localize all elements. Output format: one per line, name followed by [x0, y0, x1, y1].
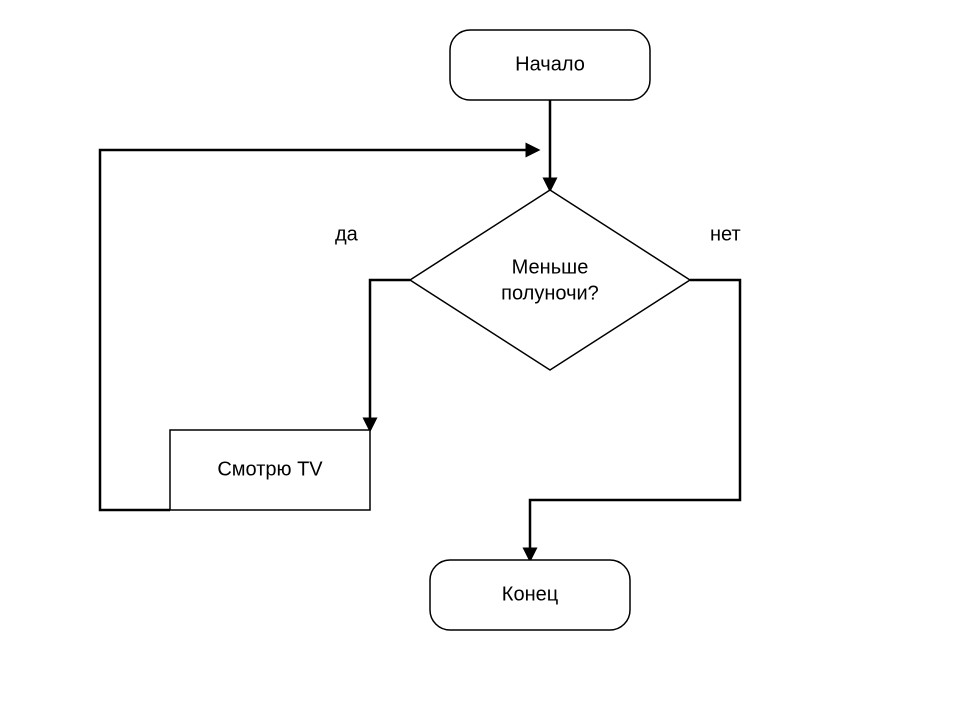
flowchart-canvas: Начало Меньше полуночи? Смотрю TV Конец … [0, 0, 960, 720]
edge-label-yes: да [335, 223, 359, 245]
node-decision-label-1: Меньше [512, 256, 589, 278]
node-process-label: Смотрю TV [217, 458, 323, 480]
edge-label-no: нет [710, 223, 741, 245]
edge-decision-yes [370, 280, 410, 430]
node-start-label: Начало [515, 53, 585, 75]
node-end-label: Конец [502, 583, 558, 605]
node-decision-label-2: полуночи? [501, 282, 599, 304]
node-decision [410, 190, 690, 370]
